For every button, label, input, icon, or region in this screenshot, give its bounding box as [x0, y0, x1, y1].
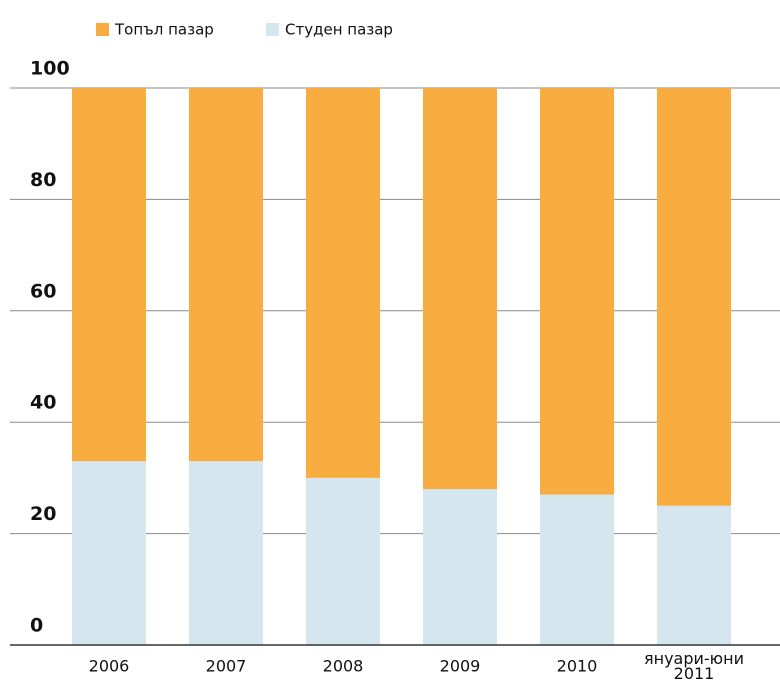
bar-segment [423, 489, 497, 645]
bar-segment [540, 88, 614, 495]
bar-segment [306, 477, 380, 645]
y-tick-label: 100 [30, 58, 70, 80]
bar-segment [189, 88, 263, 462]
x-tick-label: 2009 [440, 657, 481, 676]
legend-label: Студен пазар [285, 21, 393, 39]
y-tick-label: 60 [30, 280, 56, 302]
y-tick-label: 20 [30, 503, 56, 525]
x-tick-label: януари-юни 2011 [644, 649, 744, 683]
y-tick-label: 80 [30, 169, 56, 191]
legend-swatch [96, 23, 109, 36]
bar-segment [423, 88, 497, 490]
x-tick-label: 2010 [557, 657, 598, 676]
y-tick-label: 0 [30, 615, 43, 637]
bar-segment [540, 494, 614, 645]
bar-segment [657, 505, 731, 645]
bar-segment [72, 461, 146, 645]
bar-segment [657, 88, 731, 506]
x-tick-label: 2006 [89, 657, 130, 676]
legend-label: Топъл пазар [114, 21, 214, 39]
x-tick-label: 2008 [323, 657, 364, 676]
legend-swatch [266, 23, 279, 36]
bar-segment [306, 88, 380, 478]
y-tick-label: 40 [30, 392, 56, 414]
bar-segment [72, 88, 146, 462]
x-tick-label: 2007 [206, 657, 247, 676]
bar-segment [189, 461, 263, 645]
